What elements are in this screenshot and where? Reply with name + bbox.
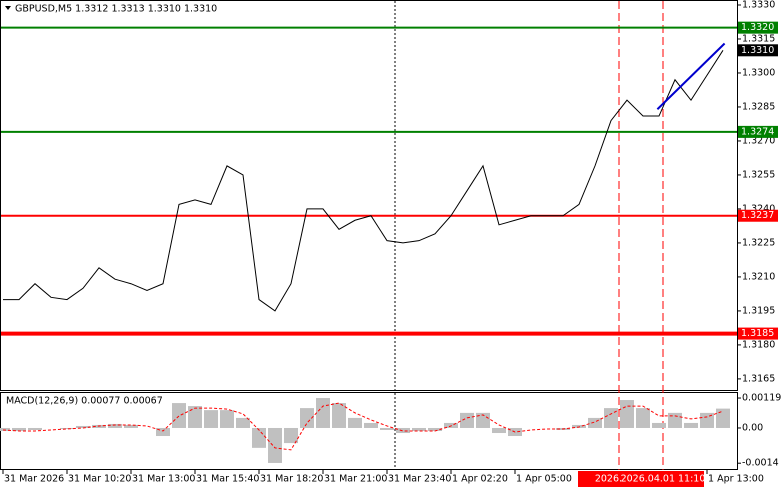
y-tick-label: 1.3300 [742, 67, 775, 78]
macd-bar [28, 427, 42, 430]
macd-panel [0, 392, 738, 470]
macd-title: MACD(12,26,9) 0.00077 0.00067 [6, 396, 163, 407]
macd-bar [188, 406, 202, 428]
macd-bar [332, 403, 346, 428]
macd-bar [204, 410, 218, 428]
macd-bar [236, 417, 250, 428]
level-label-box [738, 327, 778, 340]
macd-bar [12, 427, 26, 431]
y-tick-label: 0.00119 [742, 393, 781, 404]
macd-bar [268, 427, 282, 463]
signal-line [2, 402, 724, 451]
macd-bar [620, 400, 634, 428]
x-tick-label: 31 Mar 23:40 [388, 474, 451, 485]
level-label-box [738, 209, 778, 222]
x-tick-label: 1 Apr 13:00 [708, 474, 764, 485]
last-price-box [738, 44, 778, 57]
macd-bar [604, 408, 618, 428]
time-label-box [622, 471, 704, 487]
macd-bar [700, 412, 714, 428]
macd-bar [124, 424, 138, 428]
macd-bar [300, 408, 314, 428]
macd-bar [668, 412, 682, 428]
level-label: 1.3320 [741, 22, 774, 33]
x-tick-label: 31 Mar 15:40 [196, 474, 259, 485]
macd-bar [284, 427, 298, 444]
macd-bar [316, 398, 330, 428]
macd-bar [76, 425, 90, 428]
macd-bar [684, 422, 698, 428]
macd-bar [460, 412, 474, 428]
macd-bar [716, 408, 730, 428]
level-label: 1.3185 [741, 328, 774, 339]
y-tick-label: 1.3180 [742, 339, 775, 350]
x-tick-label: 31 Mar 13:00 [132, 474, 195, 485]
y-tick-label: 1.3240 [742, 203, 775, 214]
time-label: 2026.04.01 11:10 [621, 474, 706, 485]
macd-bar [156, 427, 170, 437]
macd-bar [60, 427, 74, 429]
y-tick-label: -0.0014 [742, 458, 779, 469]
macd-bar [348, 417, 362, 428]
macd-bar [588, 417, 602, 428]
x-tick-label: 1 Apr 05:00 [516, 474, 572, 485]
y-tick-label: 0.00 [742, 422, 763, 433]
y-tick-label: 1.3225 [742, 237, 775, 248]
macd-bar [652, 422, 666, 428]
chart-title: GBPUSD,M5 1.3312 1.3313 1.3310 1.3310 [15, 4, 217, 15]
macd-bar [0, 427, 10, 431]
x-tick-label: 31 Mar 2026 [4, 474, 64, 485]
macd-bar [108, 423, 122, 428]
macd-bar [412, 427, 426, 431]
y-tick-label: 1.3315 [742, 33, 775, 44]
x-tick-label: 31 Mar 18:20 [260, 474, 323, 485]
level-label-box [738, 21, 778, 34]
y-tick-label: 1.3210 [742, 271, 775, 282]
x-tick-label: 31 Mar 10:20 [68, 474, 131, 485]
y-tick-label: 1.3195 [742, 305, 775, 316]
y-tick-label: 1.3330 [742, 0, 775, 10]
macd-bar [364, 422, 378, 428]
macd-bar [428, 427, 442, 431]
x-tick-label: 1 Apr 02:20 [452, 474, 508, 485]
macd-bar [492, 427, 506, 434]
y-tick-label: 1.3165 [742, 373, 775, 384]
time-label: 2026.04.0 [595, 474, 643, 485]
x-tick-label: 31 Mar 21:00 [324, 474, 387, 485]
macd-bar [172, 403, 186, 428]
macd-bar [636, 408, 650, 428]
macd-bar [252, 427, 266, 448]
level-label: 1.3237 [741, 210, 774, 221]
y-tick-label: 1.3285 [742, 101, 775, 112]
price-panel [0, 0, 738, 391]
level-label-box [738, 125, 778, 138]
level-label: 1.3274 [741, 126, 774, 137]
price-line [3, 50, 724, 312]
macd-bar [380, 427, 394, 430]
macd-bar [396, 427, 410, 434]
menu-arrow [5, 6, 11, 10]
last-price-label: 1.3310 [741, 45, 774, 56]
y-tick-label: 1.3255 [742, 169, 775, 180]
y-tick-label: 1.3270 [742, 135, 775, 146]
trend-line [656, 42, 726, 110]
macd-bar [220, 410, 234, 428]
